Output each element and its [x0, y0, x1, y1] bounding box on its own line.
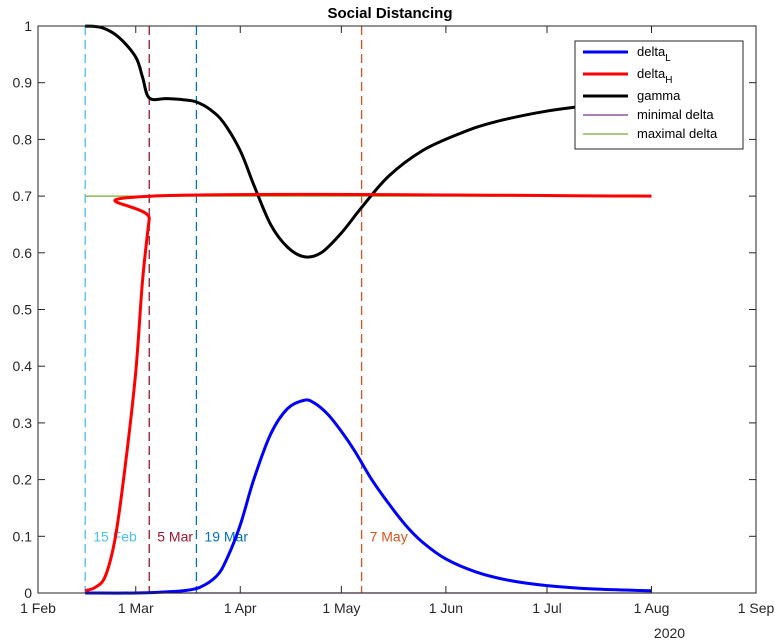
x-tick-label: 1 Jun [429, 600, 463, 616]
legend-label-1: deltaH [637, 66, 672, 86]
marker-label-1: 5 Mar [157, 528, 193, 544]
series-line-2 [85, 24, 652, 259]
y-tick-label: 0.9 [13, 75, 33, 91]
y-tick-label: 0.6 [13, 245, 33, 261]
legend-label-0: deltaL [637, 44, 671, 64]
y-tick-label: 0 [24, 585, 32, 601]
x-tick-label: 1 Mar [118, 600, 154, 616]
marker-label-2: 19 Mar [204, 528, 248, 544]
legend-label-subscript: H [665, 75, 672, 86]
y-tick-label: 0.7 [13, 188, 33, 204]
legend-label-2: gamma [637, 88, 681, 103]
x-axis-year-label: 2020 [654, 625, 685, 641]
y-tick-label: 0.3 [13, 415, 33, 431]
x-tick-label: 1 Jul [532, 600, 562, 616]
axes: 0 0.1 0.2 0.3 0.4 0.5 0.6 0.7 0.8 0.9 1 1 Feb 1 Mar 1… [13, 18, 775, 641]
series-lines [84, 24, 652, 595]
series-line-0 [85, 398, 652, 595]
x-tick-label: 1 Feb [20, 600, 56, 616]
marker-label-3: 7 May [370, 528, 408, 544]
y-tick-label: 0.2 [13, 472, 33, 488]
legend-label-subscript: L [665, 53, 671, 64]
x-tick-label: 1 Sep [738, 600, 775, 616]
legend-label-text: minimal delta [637, 107, 714, 122]
y-tick-label: 0.4 [13, 358, 33, 374]
legend-label-text: gamma [637, 88, 681, 103]
y-tick-label: 0.5 [13, 302, 33, 318]
y-tick-label: 1 [24, 18, 32, 34]
y-tick-label: 0.8 [13, 131, 33, 147]
chart-title: Social Distancing [327, 5, 452, 22]
x-tick-label: 1 May [322, 600, 360, 616]
legend-label-text: delta [637, 44, 666, 59]
legend-label-4: maximal delta [637, 126, 718, 141]
x-tick-label: 1 Aug [634, 600, 670, 616]
series-line-1 [84, 192, 652, 593]
y-tick-label: 0.1 [13, 528, 33, 544]
legend-label-3: minimal delta [637, 107, 714, 122]
legend-label-text: maximal delta [637, 126, 718, 141]
x-tick-label: 1 Apr [224, 600, 257, 616]
legend-label-text: delta [637, 66, 666, 81]
